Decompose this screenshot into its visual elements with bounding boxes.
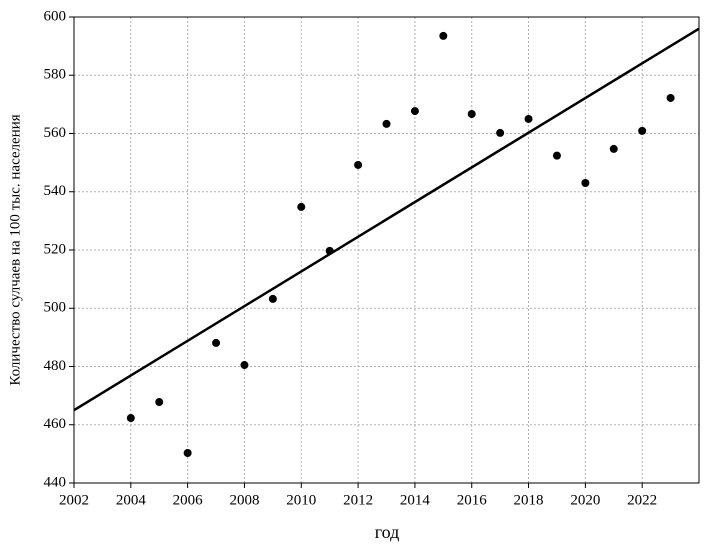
- point: [524, 114, 533, 123]
- y-tick-label: 540: [44, 183, 67, 199]
- x-tick-label: 2020: [570, 492, 600, 508]
- point: [325, 246, 334, 255]
- x-tick-label: 2022: [627, 492, 657, 508]
- point: [212, 338, 221, 347]
- point: [382, 119, 391, 128]
- point: [183, 449, 192, 458]
- x-tick-label: 2018: [514, 492, 544, 508]
- y-tick-label: 480: [44, 358, 67, 374]
- plot-frame: [73, 16, 700, 484]
- x-tick-label: 2010: [286, 492, 316, 508]
- point: [581, 179, 590, 188]
- y-tick-label: 520: [44, 241, 67, 257]
- y-tick-label: 580: [44, 67, 67, 83]
- x-tick-label: 2012: [343, 492, 373, 508]
- x-tick-label: 2006: [173, 492, 204, 508]
- point: [439, 31, 448, 40]
- y-tick-label: 560: [44, 125, 67, 141]
- point: [240, 361, 249, 370]
- point: [638, 126, 647, 135]
- x-tick-label: 2004: [116, 492, 147, 508]
- x-tick-label: 2008: [229, 492, 259, 508]
- point: [410, 107, 419, 116]
- point: [467, 109, 476, 118]
- point: [268, 294, 277, 303]
- x-tick-label: 2002: [59, 492, 89, 508]
- point: [354, 160, 363, 169]
- point: [496, 128, 505, 137]
- point: [552, 151, 561, 160]
- x-axis-label: год: [375, 522, 400, 542]
- point: [297, 202, 306, 211]
- y-tick-label: 600: [44, 8, 67, 24]
- point: [609, 144, 618, 153]
- point: [155, 398, 164, 407]
- y-tick-label: 440: [44, 474, 67, 490]
- y-tick-label: 500: [44, 300, 67, 316]
- y-tick-label: 460: [44, 416, 67, 432]
- point: [666, 93, 675, 102]
- y-axis-label: Количество сулчаев на 100 тыс. населения: [7, 114, 23, 385]
- x-tick-label: 2016: [457, 492, 488, 508]
- x-tick-label: 2014: [400, 492, 431, 508]
- point: [126, 414, 135, 423]
- trend-line: [73, 27, 700, 412]
